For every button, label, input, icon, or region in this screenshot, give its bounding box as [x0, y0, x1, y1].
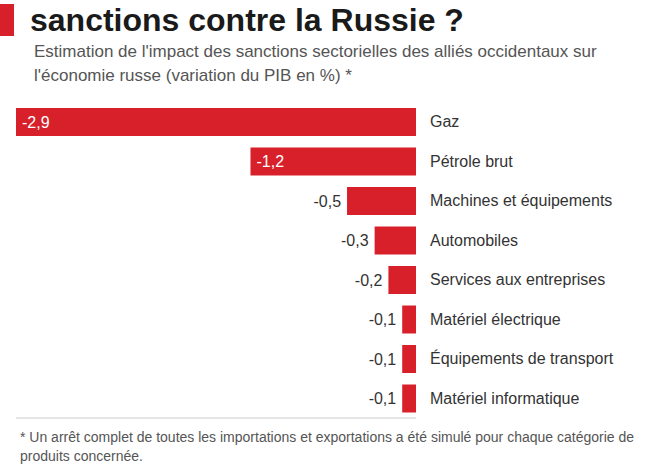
svg-text:-0,2: -0,2 [355, 272, 383, 289]
svg-text:-0,1: -0,1 [369, 390, 397, 407]
svg-text:-1,2: -1,2 [256, 153, 284, 170]
svg-text:-2,9: -2,9 [22, 114, 50, 131]
html-text:* Un arrêt complet de toutes l: * Un arrêt complet de toutes les importa… [20, 429, 634, 464]
svg-text:Gaz: Gaz [430, 113, 459, 130]
html-text:Estimation de l'impact des san: Estimation de l'impact des sanctions sec… [34, 42, 597, 85]
svg-text:Équipements de transport: Équipements de transport [430, 349, 614, 367]
svg-text:Matériel informatique: Matériel informatique [430, 390, 580, 407]
svg-text:Matériel électrique: Matériel électrique [430, 311, 561, 328]
html-text:sanctions contre la Russie ?: sanctions contre la Russie ? [30, 2, 464, 38]
svg-text:Services aux entreprises: Services aux entreprises [430, 271, 605, 288]
svg-text:Pétrole brut: Pétrole brut [430, 153, 513, 170]
svg-text:Machines et équipements: Machines et équipements [430, 192, 612, 209]
svg-text:-0,1: -0,1 [369, 311, 397, 328]
svg-text:-0,5: -0,5 [313, 193, 341, 210]
svg-text:-0,1: -0,1 [369, 351, 397, 368]
svg-text:-0,3: -0,3 [341, 232, 369, 249]
svg-text:Automobiles: Automobiles [430, 232, 518, 249]
